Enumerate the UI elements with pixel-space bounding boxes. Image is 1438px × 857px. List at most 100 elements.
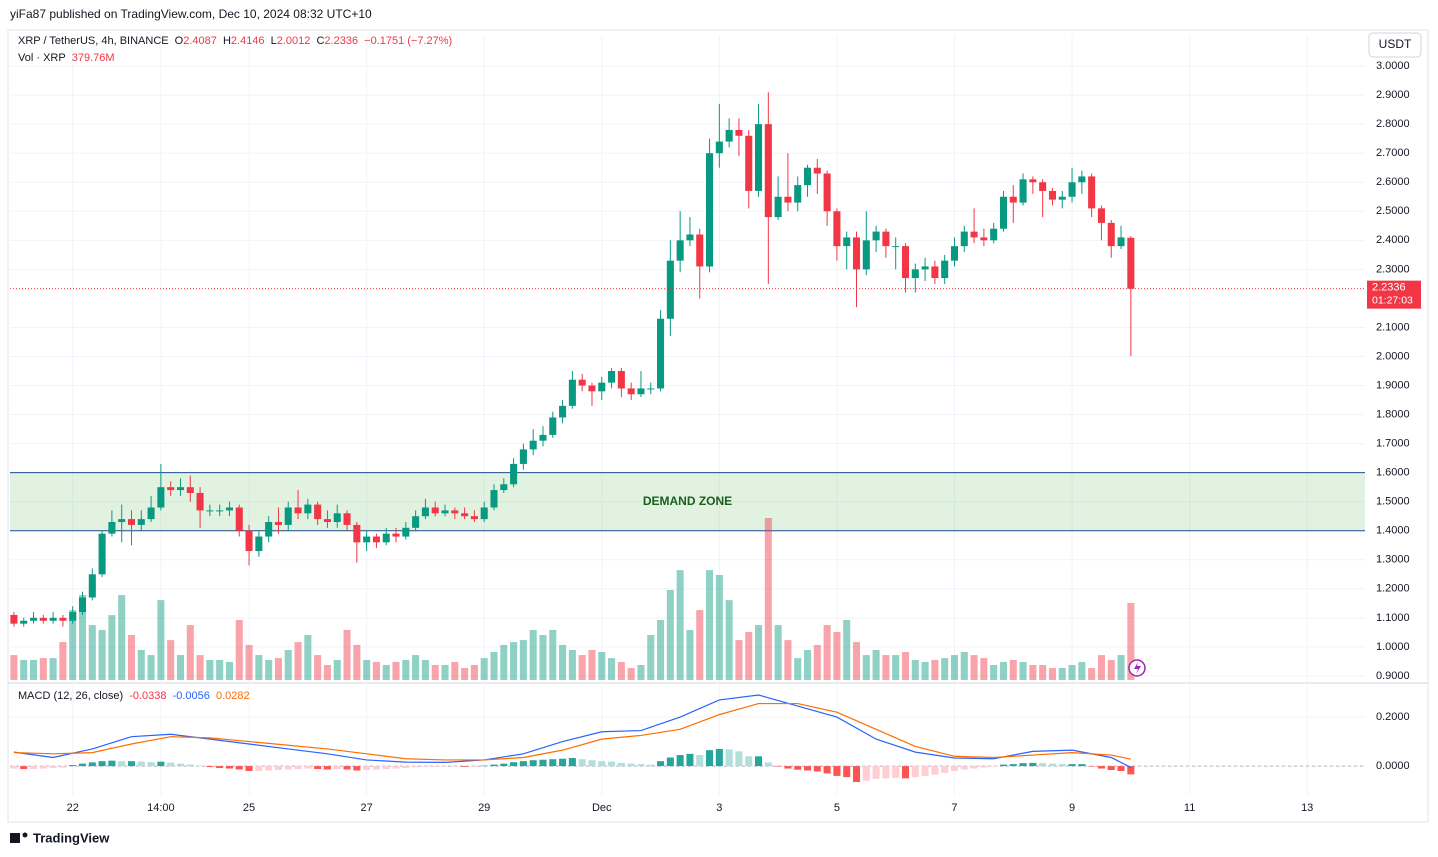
volume-bar: [451, 661, 459, 680]
macd-histogram-bar: [108, 760, 116, 767]
candle-body: [833, 211, 841, 247]
volume-bar: [813, 644, 821, 680]
volume-bar: [823, 625, 831, 680]
candle-body: [69, 612, 77, 621]
volume-bar: [510, 642, 518, 680]
volume-bar: [353, 644, 361, 680]
macd-histogram-bar: [10, 766, 18, 769]
volume-bar: [225, 661, 233, 680]
macd-histogram-bar: [794, 766, 802, 770]
volume-bar: [1029, 664, 1037, 680]
macd-histogram-bar: [1029, 762, 1037, 767]
macd-histogram-bar: [39, 766, 47, 769]
macd-histogram-bar: [657, 761, 665, 767]
volume-bar: [196, 655, 204, 680]
volume-bar: [1048, 668, 1056, 680]
macd-histogram-bar: [304, 766, 312, 769]
macd-histogram-bar: [274, 766, 282, 771]
volume-bar: [147, 655, 155, 680]
signal-line: [13, 702, 1131, 761]
macd-histogram-bar: [1097, 766, 1105, 769]
candle-body: [500, 484, 508, 491]
macd-histogram-bar: [29, 766, 38, 770]
c-label: C: [316, 35, 325, 47]
macd-histogram-bar: [911, 766, 919, 778]
macd-histogram-bar: [970, 766, 978, 769]
y-tick-label: 2.1000: [1376, 321, 1410, 333]
volume-bar: [715, 574, 723, 680]
candle-body: [196, 492, 204, 511]
macd-histogram-bar: [568, 757, 576, 767]
last-price-tag: [1367, 280, 1421, 309]
volume-bar: [176, 655, 185, 680]
candle-body: [970, 231, 978, 238]
candle-body: [1058, 196, 1066, 200]
volume-bar: [274, 658, 282, 680]
macd-histogram-bar: [372, 766, 380, 770]
volume-bar: [559, 644, 567, 680]
candle-body: [764, 124, 772, 218]
volume-bar: [294, 642, 302, 680]
candle-body: [323, 519, 331, 523]
macd-histogram-bar: [921, 766, 929, 776]
candle-body: [598, 382, 606, 392]
y-tick-label: 2.7000: [1376, 147, 1410, 159]
macd-histogram-bar: [225, 766, 233, 769]
volume-bar: [108, 615, 116, 680]
macd-histogram-bar: [186, 764, 194, 767]
candle-body: [980, 237, 988, 241]
logo-dot: [22, 832, 28, 838]
macd-histogram-bar: [725, 749, 733, 767]
volume-bar: [950, 655, 959, 680]
y-tick-label: 1.2000: [1376, 583, 1410, 595]
volume-bar: [1107, 659, 1115, 680]
macd-line: [13, 694, 1132, 768]
macd-histogram-bar: [196, 765, 204, 767]
macd-histogram-bar: [480, 765, 488, 767]
volume-bar: [735, 640, 743, 680]
macd-histogram-bar: [1088, 766, 1096, 767]
candle-body: [255, 536, 263, 552]
y-tick-label: 1.1000: [1376, 612, 1410, 624]
alert-bolt: [1134, 662, 1141, 674]
publisher: yiFa87 published on TradingView.com, Dec…: [10, 7, 372, 21]
macd-histogram-bar: [88, 762, 96, 767]
last-price: 2.2336: [1372, 282, 1406, 294]
candle-body: [245, 530, 253, 552]
volume-bar: [284, 649, 292, 680]
volume-bar: [637, 664, 645, 680]
c-value: 2.2336: [324, 35, 359, 47]
y-tick-label: 1.4000: [1376, 525, 1410, 537]
candle-body: [470, 516, 478, 520]
volume-bar: [1039, 664, 1047, 680]
currency[interactable]: USDT: [1379, 37, 1412, 51]
volume-bar: [990, 664, 998, 680]
macd-histogram-bar: [755, 756, 763, 767]
macd-histogram-bar: [617, 762, 625, 767]
candle-body: [461, 513, 469, 517]
footer-brand[interactable]: TradingView: [33, 830, 110, 845]
volume-bar: [755, 625, 763, 680]
x-tick-label: 22: [67, 802, 79, 814]
legend: XRP / TetherUS, 4h, BINANCE O2.4087 H2.4…: [18, 35, 458, 47]
volume-bar: [127, 634, 136, 680]
candle-body: [921, 266, 929, 270]
candle-body: [519, 449, 527, 464]
x-tick-label: 5: [834, 802, 840, 814]
macd-value: -0.0056: [172, 690, 210, 702]
volume-bar: [911, 659, 919, 680]
volume-bar: [999, 661, 1007, 680]
currency-button[interactable]: [1368, 32, 1422, 58]
macd-histogram-bar: [882, 766, 890, 779]
volume-bar: [441, 664, 449, 680]
macd-histogram-bar: [519, 761, 527, 767]
ohlc: O2.4087 H2.4146 L2.0012 C2.2336 −0.1751 …: [175, 35, 456, 47]
volume-bar: [157, 600, 165, 680]
macd-histogram-bar: [999, 764, 1007, 767]
volume-bar: [39, 658, 47, 680]
candle-body: [39, 617, 47, 621]
volume-bar: [970, 655, 978, 680]
candle-body: [843, 237, 851, 247]
x-tick-label: 9: [1069, 802, 1075, 814]
volume-bar: [186, 625, 194, 680]
